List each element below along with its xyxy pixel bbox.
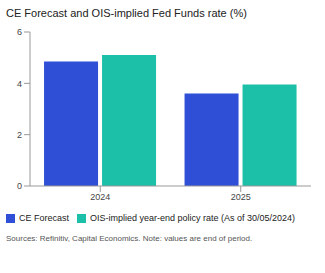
svg-text:0: 0 — [17, 181, 22, 191]
html-text:Sources: Refinitiv, Capital Ec: Sources: Refinitiv, Capital Economics. N… — [6, 234, 253, 243]
svg-text:4: 4 — [17, 79, 22, 89]
html-text:OIS-implied year-end policy ra: OIS-implied year-end policy rate (As of … — [90, 213, 296, 223]
svg-text:6: 6 — [17, 27, 22, 37]
svg-text:2024: 2024 — [90, 192, 110, 202]
html-text:CE Forecast: CE Forecast — [19, 213, 69, 223]
svg-text:2025: 2025 — [231, 192, 251, 202]
html-text:CE Forecast and OIS-implied Fe: CE Forecast and OIS-implied Fed Funds ra… — [6, 7, 247, 19]
svg-text:2: 2 — [17, 130, 22, 140]
